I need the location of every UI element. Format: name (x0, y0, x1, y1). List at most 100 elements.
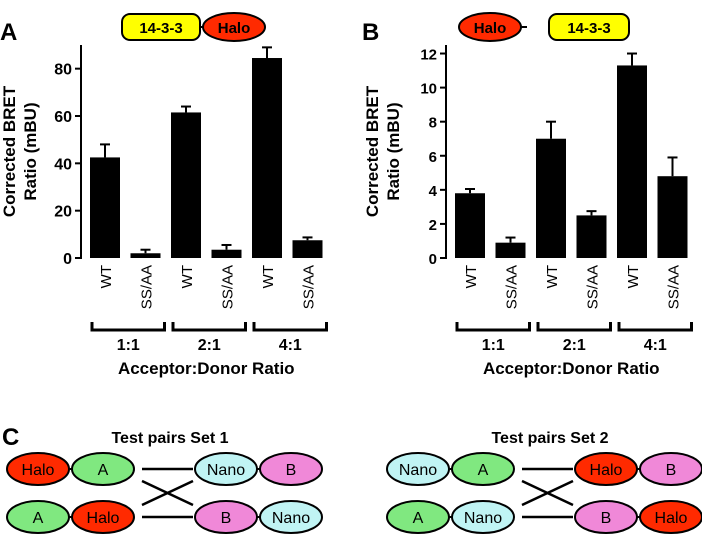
chart-b-y-tick-label: 2 (429, 217, 437, 234)
ellipse-a (71, 452, 135, 486)
chart-a-bar (171, 112, 201, 258)
chart-a-group-bracket (171, 322, 247, 332)
chart-b-category-label: WT (544, 265, 561, 288)
ellipse-label-b: B (286, 462, 297, 479)
set2-title: Test pairs Set 2 (491, 430, 608, 447)
chart-a-category-label: SS/AA (301, 265, 318, 309)
ellipse-label-nano: Nano (464, 510, 502, 527)
ellipse-label-nano: Nano (399, 462, 437, 479)
ellipse-label-halo: Halo (22, 462, 55, 479)
chart-b-y-tick-label: 6 (429, 149, 437, 166)
chart-a-category-label: SS/AA (220, 265, 237, 309)
ellipse-label-halo: Halo (590, 462, 623, 479)
panel-letter-a: A (0, 19, 17, 46)
panel-letter-c: C (2, 424, 19, 451)
chart-b-y-tick-label: 0 (429, 251, 437, 268)
chart-b-y-label: Ratio (mBU) (384, 102, 403, 200)
set2-line-cross-2 (521, 479, 574, 507)
ellipse-nano (386, 452, 450, 486)
chart-b-category-label: SS/AA (504, 265, 521, 309)
chart-a-bar (252, 58, 282, 259)
chart-b-category-label: WT (625, 265, 642, 288)
ellipse-a (451, 452, 515, 486)
ellipse-label-b: B (666, 462, 677, 479)
construct-a-ellipse-halo (202, 12, 266, 42)
chart-a-group-label: 4:1 (279, 337, 302, 354)
chart-a-group-label: 2:1 (198, 337, 221, 354)
panel-letter-b: B (362, 19, 379, 46)
chart-a-category-label: WT (260, 265, 277, 288)
ellipse-label-a: A (478, 462, 489, 479)
chart-a-category-label: WT (98, 265, 115, 288)
chart-b-y-tick-label: 4 (429, 183, 438, 200)
construct-b-box-1433 (548, 13, 630, 41)
chart-b-bar (617, 65, 647, 258)
ellipse-label-a: A (413, 510, 424, 527)
ellipse-halo (574, 452, 638, 486)
chart-b-bar (455, 193, 485, 258)
ellipse-label-b: B (221, 510, 232, 527)
ellipse-label-nano: Nano (272, 510, 310, 527)
chart-a-bar (90, 157, 120, 258)
ellipse-halo (71, 500, 135, 534)
ellipse-a (6, 500, 70, 534)
ellipse-nano (451, 500, 515, 534)
chart-b-bar (536, 138, 566, 258)
chart-a-bar (292, 240, 323, 258)
chart-a-y-tick-label: 80 (54, 62, 72, 79)
chart-a-bar (130, 253, 161, 258)
ellipse-b (574, 500, 638, 534)
chart-b-category-label: SS/AA (585, 265, 602, 309)
pair-diagram: Test pairs Set 1 Halo A A Halo Nano B B Nano Test… (6, 430, 702, 534)
chart-a-x-label: Acceptor:Donor Ratio (118, 359, 295, 378)
chart-a-y-tick-label: 20 (54, 204, 72, 221)
construct-b-label-1433: 14-3-3 (567, 20, 610, 37)
chart-b-group-label: 4:1 (644, 337, 667, 354)
chart-a-y-label: Corrected BRET (0, 85, 19, 217)
chart-a-y-tick-label: 40 (54, 156, 72, 173)
chart-a-group-label: 1:1 (117, 337, 140, 354)
ellipse-a (386, 500, 450, 534)
construct-a: 14-3-3 Halo (121, 12, 266, 42)
construct-a-label-1433: 14-3-3 (139, 20, 182, 37)
chart-b-bar (657, 176, 688, 258)
ellipse-halo (639, 500, 702, 534)
chart-a: 0 20 40 60 80 Corrected BRET Ratio (mBU) WT SS/A… (0, 45, 328, 378)
chart-a-category-label: SS/AA (139, 265, 156, 309)
chart-a-group-bracket (90, 322, 166, 332)
construct-b: Halo 14-3-3 (458, 12, 630, 42)
chart-b-group-label: 1:1 (482, 337, 505, 354)
chart-b-bar (576, 215, 607, 258)
chart-b-y-tick-label: 12 (420, 47, 437, 64)
chart-b-category-label: SS/AA (666, 265, 683, 309)
chart-b-category-label: WT (463, 265, 480, 288)
chart-b-y-tick-label: 10 (420, 81, 437, 98)
ellipse-label-halo: Halo (87, 510, 120, 527)
chart-b-bar (495, 242, 526, 258)
ellipse-label-a: A (33, 510, 44, 527)
ellipse-b (639, 452, 702, 486)
construct-a-label-halo: Halo (218, 20, 251, 37)
ellipse-label-nano: Nano (207, 462, 245, 479)
ellipse-label-a: A (98, 462, 109, 479)
ellipse-halo (6, 452, 70, 486)
chart-b-group-bracket (455, 322, 531, 332)
chart-b-x-label: Acceptor:Donor Ratio (483, 359, 660, 378)
chart-b-y-tick-label: 8 (429, 115, 437, 132)
chart-b-group-bracket (536, 322, 612, 332)
chart-a-y-tick-label: 0 (63, 251, 72, 268)
chart-b-y-label: Corrected BRET (363, 85, 382, 217)
chart-a-y-tick-label: 60 (54, 109, 72, 126)
ellipse-label-halo: Halo (655, 510, 688, 527)
chart-b-group-bracket (617, 322, 693, 332)
chart-b: 0 2 4 6 8 10 12 Corrected BRET Ratio (mBU) WT SS/A… (363, 45, 693, 378)
ellipse-b (259, 452, 323, 486)
chart-a-y-label: Ratio (mBU) (21, 102, 40, 200)
chart-a-group-bracket (252, 322, 328, 332)
chart-a-category-label: WT (179, 265, 196, 288)
ellipse-b (194, 500, 258, 534)
ellipse-label-b: B (601, 510, 612, 527)
chart-b-group-label: 2:1 (563, 337, 586, 354)
ellipse-nano (259, 500, 323, 534)
